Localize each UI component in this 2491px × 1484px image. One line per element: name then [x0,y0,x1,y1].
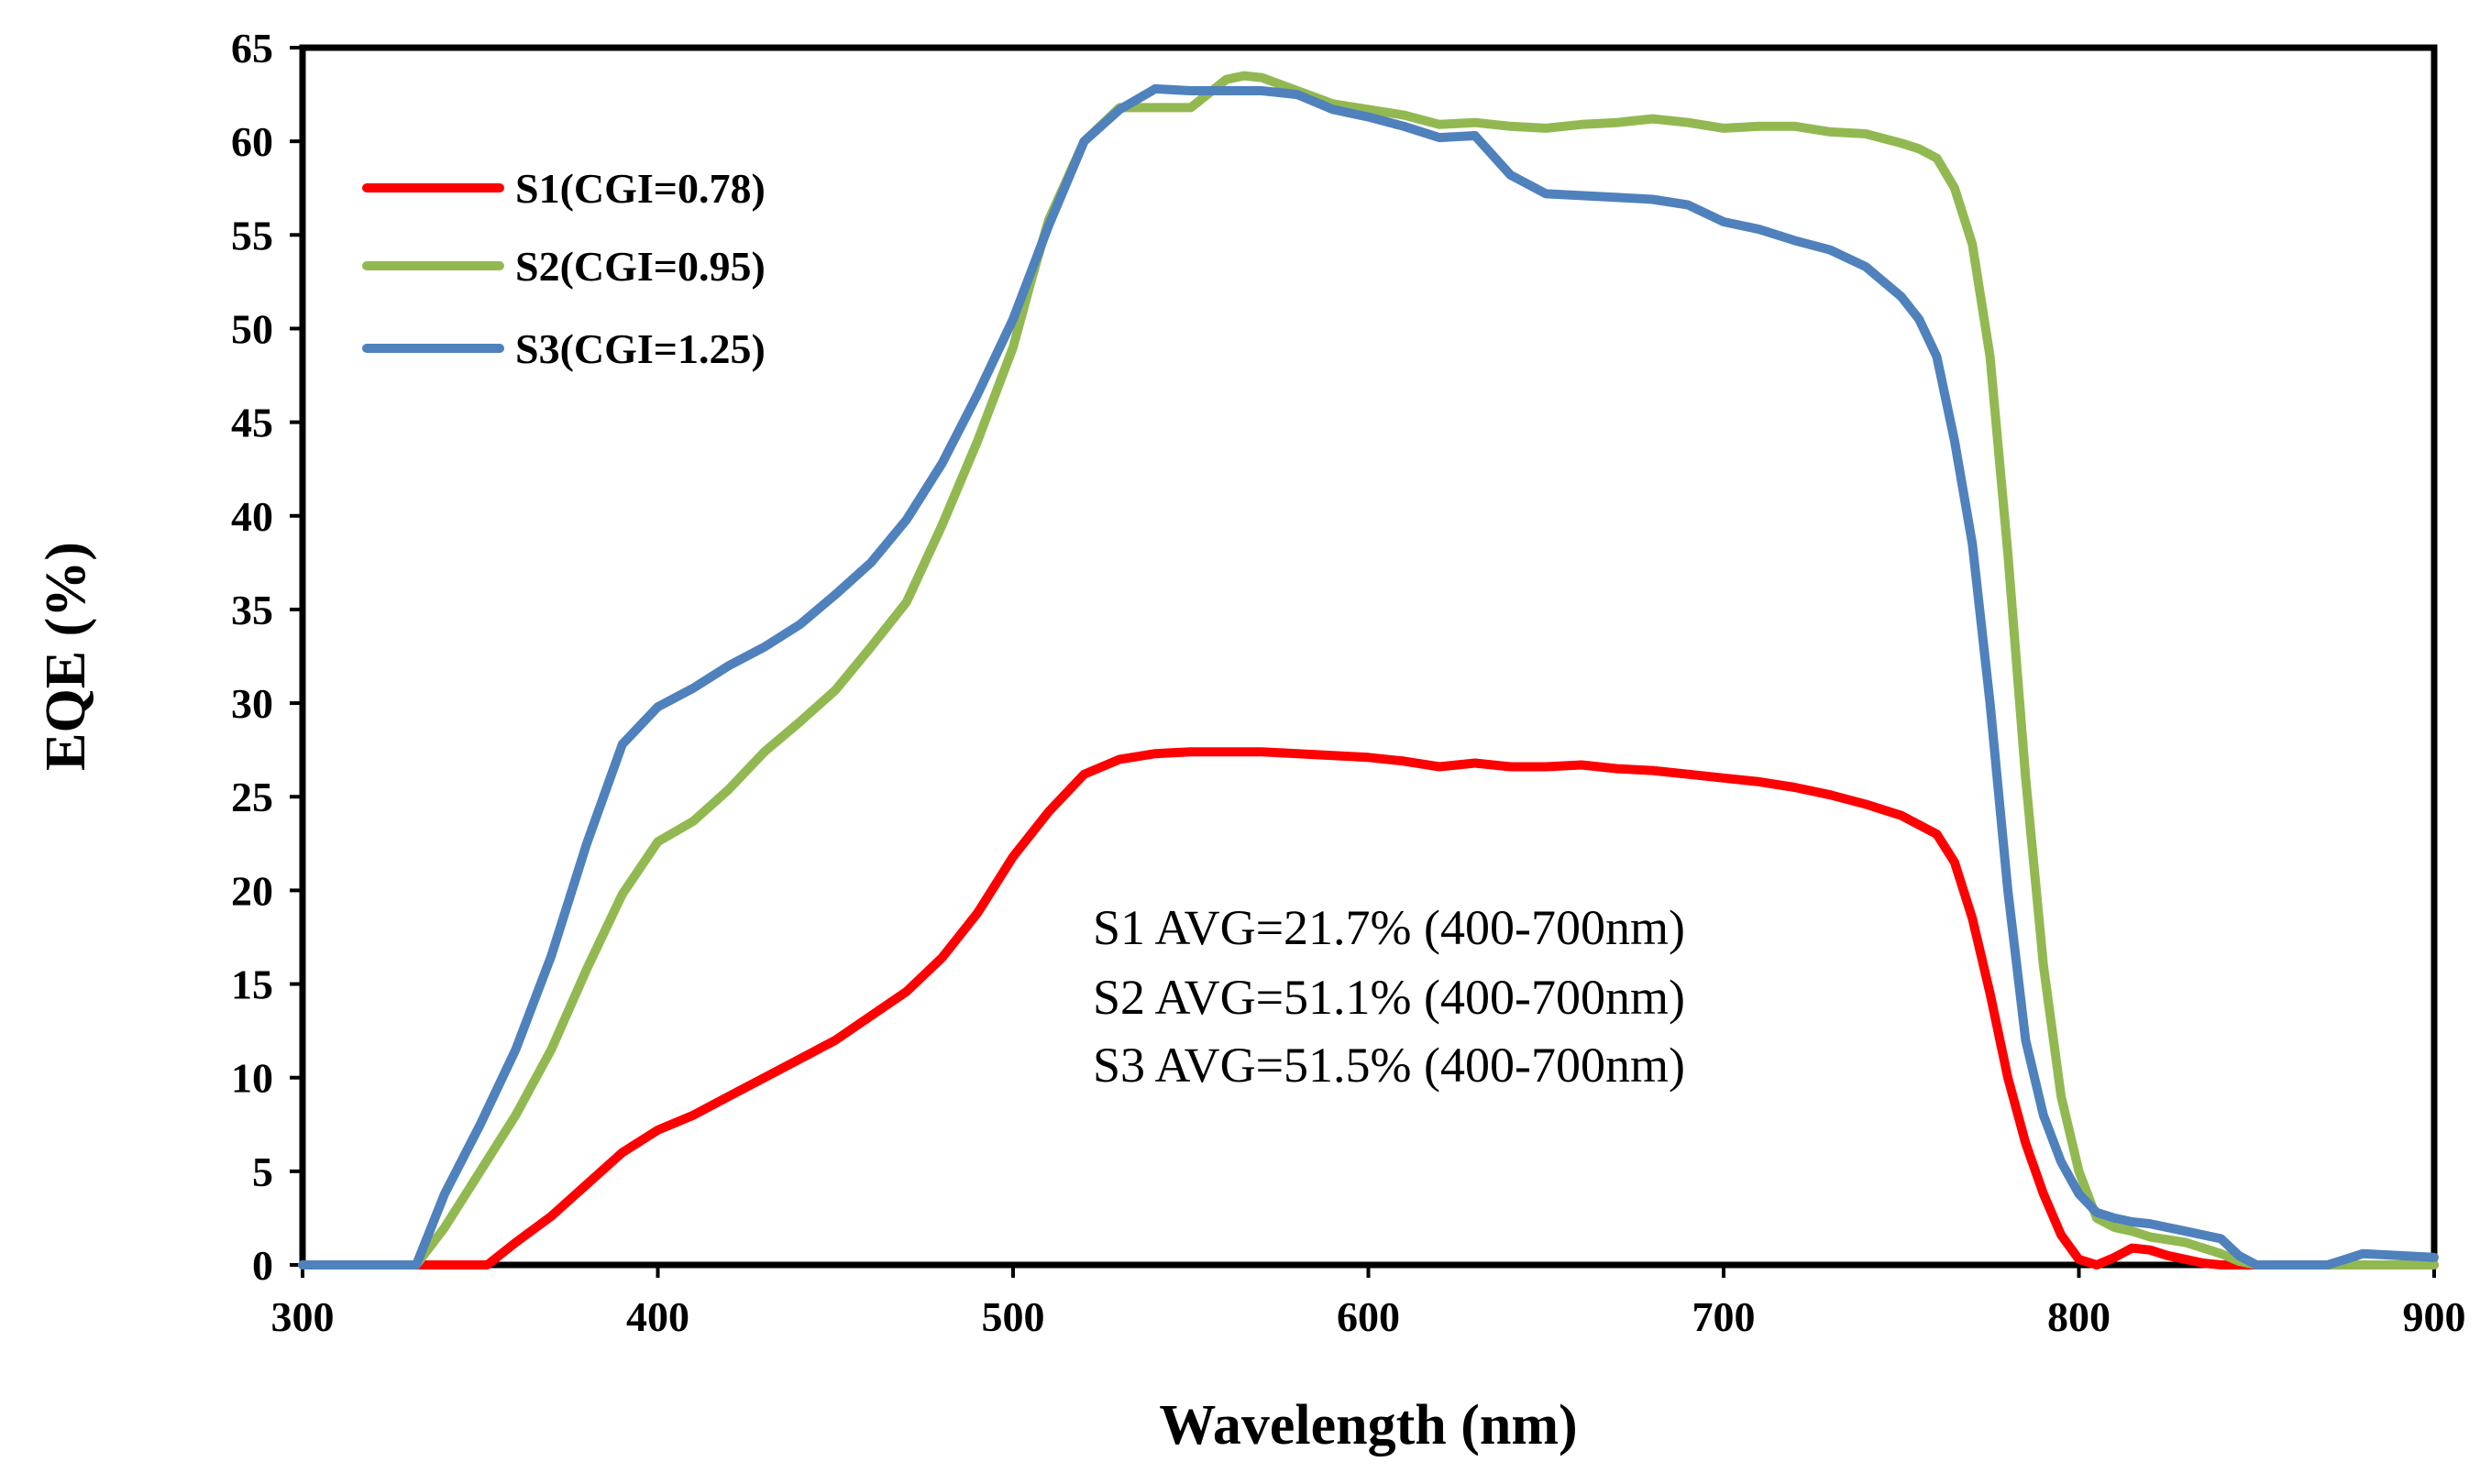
avg-annotation-s3: S3 AVG=51.5% (400-700nm) [1093,1038,1685,1093]
x-axis: 300 400 500 600 700 800 900 [271,1265,2466,1340]
legend-label-s3: S3(CGI=1.25) [515,325,766,372]
y-tick-label: 65 [231,25,273,71]
y-axis: 0 5 10 15 20 25 30 35 40 45 50 55 60 65 [231,25,303,1289]
x-tick-label: 600 [1337,1293,1400,1340]
plot-area [299,44,2438,1269]
x-tick-label: 400 [626,1293,689,1340]
x-tick-label: 300 [271,1293,335,1340]
avg-annotation-s1: S1 AVG=21.7% (400-700nm) [1093,900,1685,955]
series-line-s1 [298,747,2439,1270]
y-tick-label: 20 [231,867,273,914]
y-tick-label: 0 [252,1242,273,1289]
y-tick-label: 60 [231,118,273,165]
y-tick-label: 25 [231,774,273,820]
y-tick-label: 45 [231,400,273,446]
y-axis-title: EQE (%) [35,542,97,771]
legend-label-s2: S2(CGI=0.95) [515,243,766,290]
y-tick-label: 15 [231,962,273,1008]
series-line-s2 [298,71,2439,1270]
y-tick-label: 10 [231,1055,273,1102]
annotations: S1 AVG=21.7% (400-700nm) S2 AVG=51.1% (40… [1093,900,1685,1093]
y-tick-label: 50 [231,305,273,352]
y-tick-label: 35 [231,587,273,633]
avg-annotation-s2: S2 AVG=51.1% (400-700nm) [1093,970,1685,1025]
y-tick-label: 40 [231,493,273,540]
y-tick-label: 55 [231,212,273,258]
series-line-s3 [298,83,2439,1270]
x-axis-title: Wavelength (nm) [1159,1394,1577,1457]
x-tick-label: 700 [1692,1293,1756,1340]
series-layer [298,71,2439,1270]
y-tick-label: 5 [252,1149,273,1195]
x-tick-label: 800 [2047,1293,2111,1340]
y-tick-label: 30 [231,680,273,727]
legend: S1(CGI=0.78) S2(CGI=0.95) S3(CGI=1.25) [362,165,766,372]
legend-label-s1: S1(CGI=0.78) [515,165,766,212]
x-tick-label: 500 [982,1293,1045,1340]
x-tick-label: 900 [2403,1293,2466,1340]
